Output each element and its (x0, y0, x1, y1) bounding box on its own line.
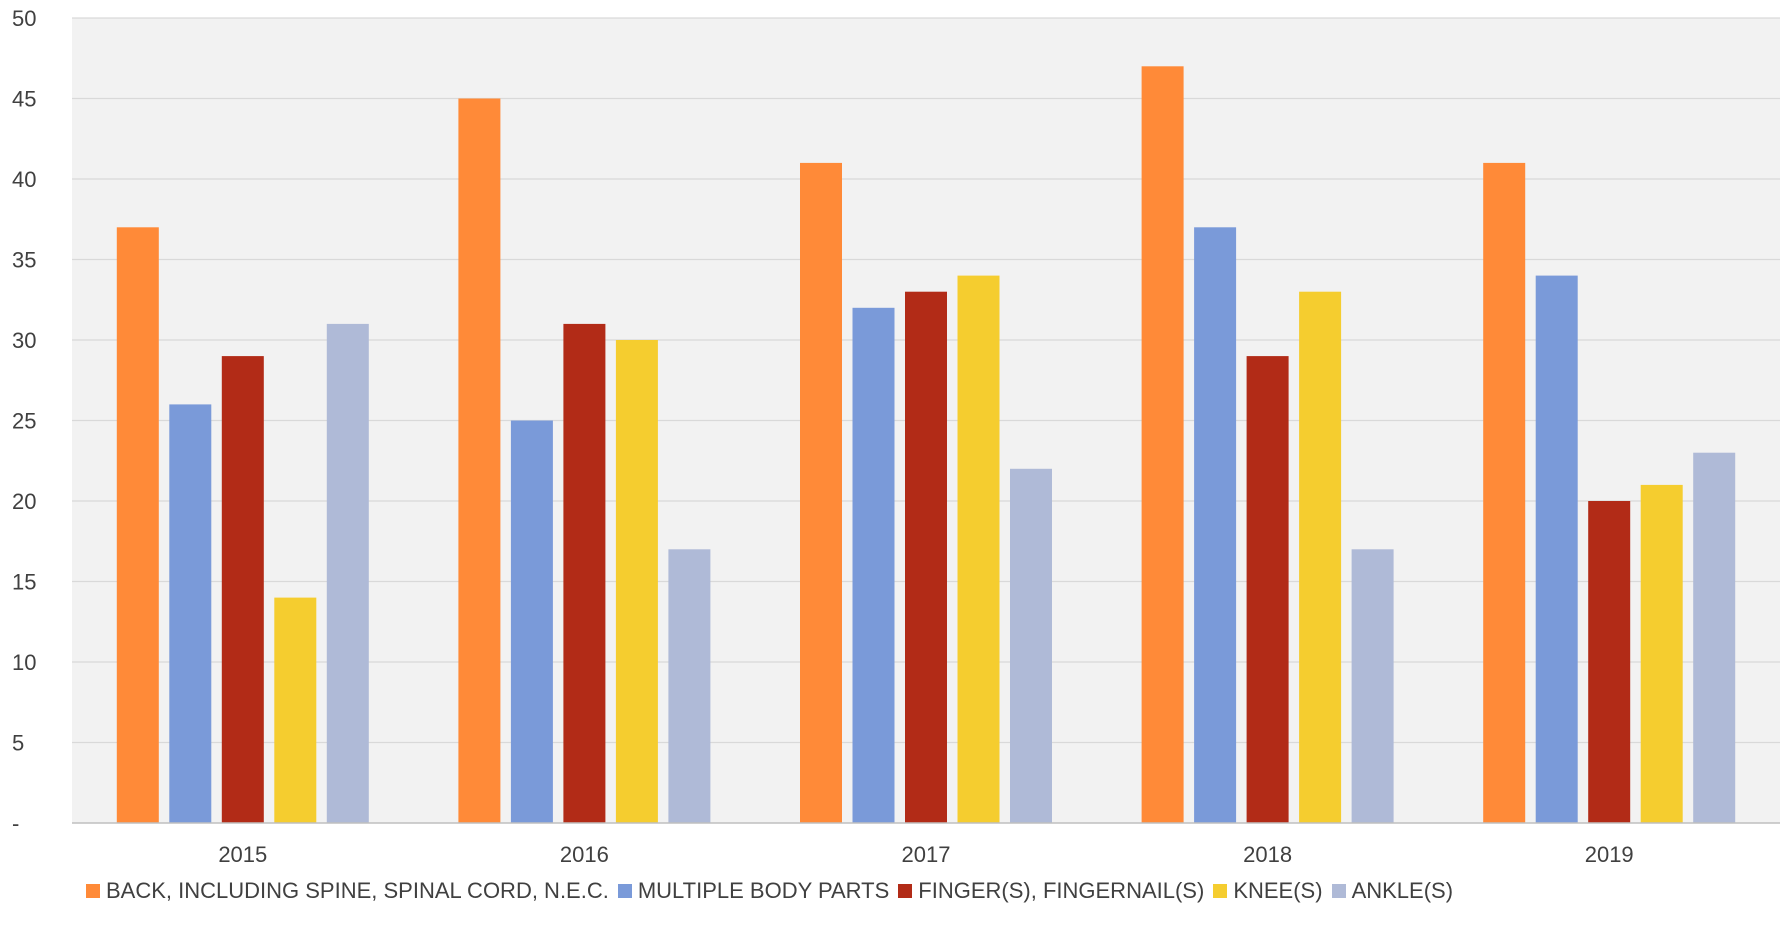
bar (1535, 275, 1578, 824)
y-tick-label: 20 (12, 489, 36, 514)
bar (1299, 291, 1342, 823)
bar (1351, 549, 1394, 823)
legend-items: BACK, INCLUDING SPINE, SPINAL CORD, N.E.… (86, 878, 1462, 904)
bars (116, 66, 1736, 824)
legend-item: ANKLE(S) (1331, 878, 1454, 904)
bar (1640, 484, 1683, 823)
legend-item: KNEE(S) (1213, 878, 1323, 904)
legend-item: FINGER(S), FINGERNAIL(S) (898, 878, 1204, 904)
legend-label: BACK, INCLUDING SPINE, SPINAL CORD, N.E.… (106, 878, 609, 903)
bar (1588, 501, 1631, 823)
y-tick-label: 50 (12, 6, 36, 31)
y-tick-label: - (12, 811, 19, 836)
bar (800, 162, 842, 823)
bar (1483, 162, 1526, 823)
legend-swatch (617, 884, 632, 898)
legend-swatch (1213, 884, 1228, 898)
x-tick-label: 2019 (1585, 842, 1634, 867)
y-tick-label: 5 (12, 731, 24, 756)
x-tick-label: 2018 (1243, 842, 1292, 867)
bar (1194, 227, 1237, 824)
bar (221, 356, 264, 823)
bar (169, 404, 212, 823)
x-tick-label: 2016 (560, 842, 609, 867)
legend-label: MULTIPLE BODY PARTS (637, 878, 890, 903)
bar (563, 323, 606, 823)
legend-swatch (86, 884, 100, 898)
bar (458, 98, 501, 823)
bar (1693, 452, 1736, 823)
bar (326, 323, 369, 823)
y-tick-label: 45 (12, 87, 36, 112)
y-tick-label: 10 (12, 650, 36, 675)
bar (615, 340, 658, 823)
bar (510, 420, 553, 823)
legend-label: KNEE(S) (1233, 878, 1323, 903)
y-tick-label: 15 (12, 570, 36, 595)
legend-label: FINGER(S), FINGERNAIL(S) (918, 878, 1205, 903)
bar (905, 291, 947, 823)
y-tick-label: 30 (12, 328, 36, 353)
bar (957, 275, 1000, 824)
y-tick-label: 35 (12, 248, 36, 273)
bar (1246, 356, 1289, 823)
bar (116, 227, 159, 824)
bar (1010, 468, 1052, 823)
y-axis-ticks: - 5 10 15 20 25 30 35 40 45 50 (12, 6, 36, 836)
bar (274, 597, 317, 823)
legend-swatch (898, 884, 913, 898)
x-tick-label: 2017 (902, 842, 951, 867)
bar (668, 549, 711, 823)
x-tick-label: 2015 (218, 842, 267, 867)
legend-item: MULTIPLE BODY PARTS (617, 878, 890, 904)
legend-swatch (1331, 884, 1346, 898)
legend-item: BACK, INCLUDING SPINE, SPINAL CORD, N.E.… (86, 878, 609, 904)
x-axis-ticks: 2015 2016 2017 2018 2019 (218, 842, 1633, 867)
y-tick-label: 40 (12, 167, 36, 192)
legend-label: ANKLE(S) (1351, 878, 1454, 903)
bar (1141, 66, 1184, 824)
bar (852, 307, 895, 823)
y-tick-label: 25 (12, 409, 36, 434)
